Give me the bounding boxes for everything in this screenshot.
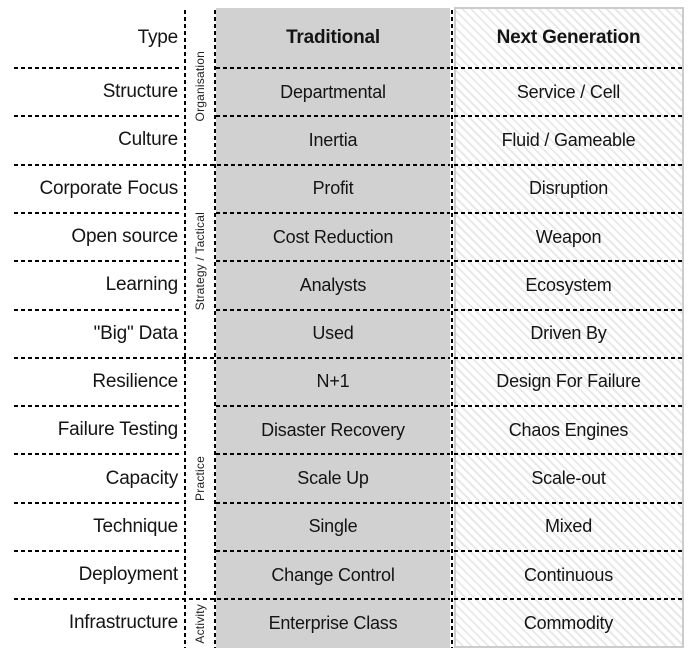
category-label: Organisation bbox=[185, 8, 214, 165]
row-label: Open source bbox=[71, 226, 178, 248]
row-label: Structure bbox=[102, 81, 178, 103]
row-divider-line bbox=[14, 260, 181, 262]
row-label: "Big" Data bbox=[93, 322, 179, 344]
row-divider-line bbox=[216, 405, 450, 407]
row-divider-line bbox=[454, 502, 683, 504]
row-divider-line bbox=[14, 67, 181, 69]
next-generation-column-hatched-background bbox=[454, 7, 684, 648]
category-label: Activity bbox=[185, 599, 214, 647]
row-label: Deployment bbox=[78, 564, 179, 586]
traditional-cell: Cost Reduction bbox=[272, 226, 394, 247]
category-label-text: Organisation bbox=[192, 51, 207, 122]
category-label-text: Practice bbox=[192, 456, 207, 502]
row-divider-line bbox=[216, 115, 450, 117]
row-divider-line bbox=[454, 550, 683, 552]
next-generation-cell: Driven By bbox=[530, 323, 607, 344]
row-label: Culture bbox=[118, 129, 178, 151]
row-divider-line bbox=[216, 260, 450, 262]
category-divider-line bbox=[14, 164, 450, 166]
next-generation-cell: Design For Failure bbox=[496, 371, 641, 392]
row-divider-line bbox=[216, 212, 450, 214]
row-divider-line bbox=[454, 453, 683, 455]
next-generation-cell: Chaos Engines bbox=[508, 419, 629, 440]
row-label: Capacity bbox=[105, 467, 179, 489]
row-label: Type bbox=[137, 27, 179, 48]
category-label: Practice bbox=[185, 358, 214, 600]
traditional-cell: Profit bbox=[312, 178, 354, 199]
traditional-cell: Single bbox=[308, 516, 358, 537]
row-label: Infrastructure bbox=[68, 612, 178, 634]
next-generation-cell: Scale-out bbox=[531, 468, 606, 489]
traditional-cell: Used bbox=[312, 323, 354, 344]
next-generation-cell: Service / Cell bbox=[516, 81, 621, 102]
next-generation-cell: Fluid / Gameable bbox=[501, 129, 636, 150]
category-label: Strategy / Tactical bbox=[185, 165, 214, 358]
next-generation-column-header: Next Generation bbox=[496, 27, 641, 48]
row-divider-line bbox=[454, 260, 683, 262]
row-label: Learning bbox=[105, 274, 179, 296]
row-divider-line bbox=[216, 502, 450, 504]
row-divider-line bbox=[216, 67, 450, 69]
row-divider-line bbox=[216, 453, 450, 455]
traditional-cell: Disaster Recovery bbox=[261, 419, 405, 440]
next-generation-cell: Commodity bbox=[523, 612, 614, 633]
row-divider-line bbox=[454, 405, 683, 407]
categories-traditional-divider-line bbox=[214, 10, 216, 648]
row-divider-line bbox=[454, 115, 683, 117]
traditional-cell: Departmental bbox=[280, 81, 386, 102]
row-divider-line bbox=[216, 550, 450, 552]
traditional-column-header: Traditional bbox=[286, 27, 380, 48]
row-divider-line bbox=[454, 67, 683, 69]
row-divider-line bbox=[454, 598, 683, 600]
row-divider-line bbox=[454, 212, 683, 214]
row-divider-line bbox=[14, 115, 181, 117]
row-divider-line bbox=[454, 164, 683, 166]
traditional-cell: Scale Up bbox=[297, 468, 369, 489]
category-divider-line bbox=[14, 598, 450, 600]
row-label: Technique bbox=[93, 515, 178, 537]
traditional-cell: N+1 bbox=[316, 371, 350, 392]
traditional-cell: Inertia bbox=[308, 129, 358, 150]
next-generation-cell: Ecosystem bbox=[525, 274, 612, 295]
row-divider-line bbox=[14, 502, 181, 504]
category-label-text: Strategy / Tactical bbox=[192, 212, 207, 311]
labels-categories-divider-line bbox=[184, 10, 186, 648]
traditional-nextgen-divider-line bbox=[451, 10, 453, 648]
row-divider-line bbox=[216, 309, 450, 311]
next-generation-cell: Continuous bbox=[523, 564, 614, 585]
next-generation-cell: Disruption bbox=[528, 178, 609, 199]
row-divider-line bbox=[14, 550, 181, 552]
row-divider-line bbox=[454, 357, 683, 359]
category-label-text: Activity bbox=[192, 603, 207, 644]
row-label: Resilience bbox=[92, 370, 178, 392]
traditional-cell: Analysts bbox=[299, 274, 367, 295]
traditional-column-background bbox=[216, 8, 450, 648]
row-label: Failure Testing bbox=[57, 419, 178, 441]
row-divider-line bbox=[14, 309, 181, 311]
row-divider-line bbox=[14, 212, 181, 214]
next-generation-cell: Mixed bbox=[544, 516, 592, 537]
row-divider-line bbox=[14, 453, 181, 455]
next-generation-cell: Weapon bbox=[535, 226, 602, 247]
row-divider-line bbox=[454, 309, 683, 311]
traditional-cell: Change Control bbox=[271, 564, 395, 585]
traditional-cell: Enterprise Class bbox=[268, 612, 398, 633]
category-divider-line bbox=[14, 357, 450, 359]
row-divider-line bbox=[14, 405, 181, 407]
row-label: Corporate Focus bbox=[39, 177, 178, 199]
